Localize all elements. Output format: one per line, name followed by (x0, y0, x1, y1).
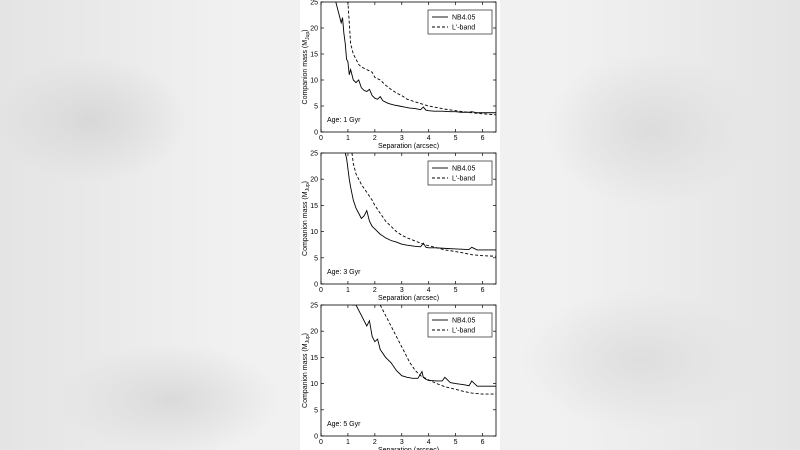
legend-box (427, 312, 493, 338)
legend-label: NB4.05 (452, 318, 475, 325)
legend: NB4.05 L'-band (427, 9, 493, 35)
legend-label: L'-band (452, 328, 475, 335)
x-tick-label: 0 (319, 287, 323, 294)
y-axis-title-close: ) (302, 30, 309, 32)
y-tick-label: 25 (310, 151, 318, 158)
legend-box (427, 9, 493, 35)
x-tick-label: 6 (481, 287, 485, 294)
chart-panel-3: 0 1 2 3 4 5 6 0 5 10 15 20 25 Separation (arcsec) Comp… (302, 303, 497, 450)
legend-label: NB4.05 (452, 166, 475, 173)
x-tick-label: 3 (400, 135, 404, 142)
x-tick-label: 4 (427, 135, 431, 142)
y-axis-title: Companion mass (MJup) (302, 181, 311, 256)
y-tick-label: 25 (310, 0, 318, 7)
y-axis-title-subscript: Jup (305, 183, 311, 191)
x-axis-title: Separation (arcsec) (378, 447, 439, 450)
y-tick-label: 15 (310, 52, 318, 59)
y-tick-label: 5 (314, 104, 318, 111)
series-line-nb405 (351, 305, 496, 387)
x-tick-label: 5 (454, 287, 458, 294)
x-tick-label: 3 (400, 287, 404, 294)
age-annotation: Age: 1 Gyr (327, 117, 361, 124)
x-tick-label: 2 (373, 135, 377, 142)
x-tick-label: 5 (454, 439, 458, 446)
legend: NB4.05 L'-band (427, 312, 493, 338)
y-tick-label: 5 (314, 255, 318, 262)
legend: NB4.05 L'-band (427, 160, 493, 186)
y-axis-title-main: Companion mass (M (302, 191, 309, 256)
y-tick-label: 20 (310, 26, 318, 33)
age-annotation: Age: 3 Gyr (327, 269, 361, 276)
y-tick-label: 0 (314, 434, 318, 441)
series-line-lband (351, 153, 496, 257)
legend-label: L'-band (452, 25, 475, 32)
y-axis-title-subscript: Jup (305, 335, 311, 343)
x-tick-label: 2 (373, 439, 377, 446)
x-tick-label: 0 (319, 135, 323, 142)
x-tick-label: 6 (481, 439, 485, 446)
x-tick-label: 4 (427, 287, 431, 294)
x-tick-label: 4 (427, 439, 431, 446)
legend-box (427, 160, 493, 186)
y-tick-label: 20 (310, 177, 318, 184)
x-tick-label: 3 (400, 439, 404, 446)
y-axis-title: Companion mass (MJup) (302, 30, 311, 105)
x-tick-label: 5 (454, 135, 458, 142)
series-line-lband (346, 2, 496, 116)
x-tick-label: 1 (346, 287, 350, 294)
x-tick-label: 2 (373, 287, 377, 294)
y-axis-title-main: Companion mass (M (302, 343, 309, 408)
x-tick-label: 1 (346, 135, 350, 142)
chart-panel-2: 0 1 2 3 4 5 6 0 5 10 15 20 25 Separation (arcsec) Comp… (302, 151, 497, 302)
series-line-nb405 (344, 153, 496, 251)
y-tick-label: 0 (314, 130, 318, 137)
y-axis-title-subscript: Jup (305, 32, 311, 40)
legend-label: NB4.05 (452, 15, 475, 22)
y-tick-label: 5 (314, 407, 318, 414)
x-tick-label: 0 (319, 439, 323, 446)
x-tick-label: 6 (481, 135, 485, 142)
y-tick-label: 25 (310, 303, 318, 310)
y-tick-label: 0 (314, 282, 318, 289)
y-tick-label: 10 (310, 78, 318, 85)
y-tick-label: 15 (310, 203, 318, 210)
x-tick-label: 1 (346, 439, 350, 446)
y-tick-label: 15 (310, 355, 318, 362)
y-axis-title-close: ) (302, 333, 309, 335)
y-tick-label: 10 (310, 229, 318, 236)
series-line-lband (379, 305, 496, 395)
series-line-nb405 (335, 2, 496, 114)
y-tick-label: 20 (310, 329, 318, 336)
y-axis-title: Companion mass (MJup) (302, 333, 311, 408)
age-annotation: Age: 5 Gyr (327, 421, 361, 428)
y-tick-label: 10 (310, 381, 318, 388)
y-axis-title-close: ) (302, 181, 309, 183)
x-axis-title: Separation (arcsec) (378, 295, 439, 302)
x-axis-title: Separation (arcsec) (378, 143, 439, 150)
y-axis-title-main: Companion mass (M (302, 40, 309, 105)
legend-label: L'-band (452, 176, 475, 183)
chart-panel-1: 0 1 2 3 4 5 6 0 5 10 15 20 25 Separation (arcsec) Comp… (302, 0, 497, 150)
